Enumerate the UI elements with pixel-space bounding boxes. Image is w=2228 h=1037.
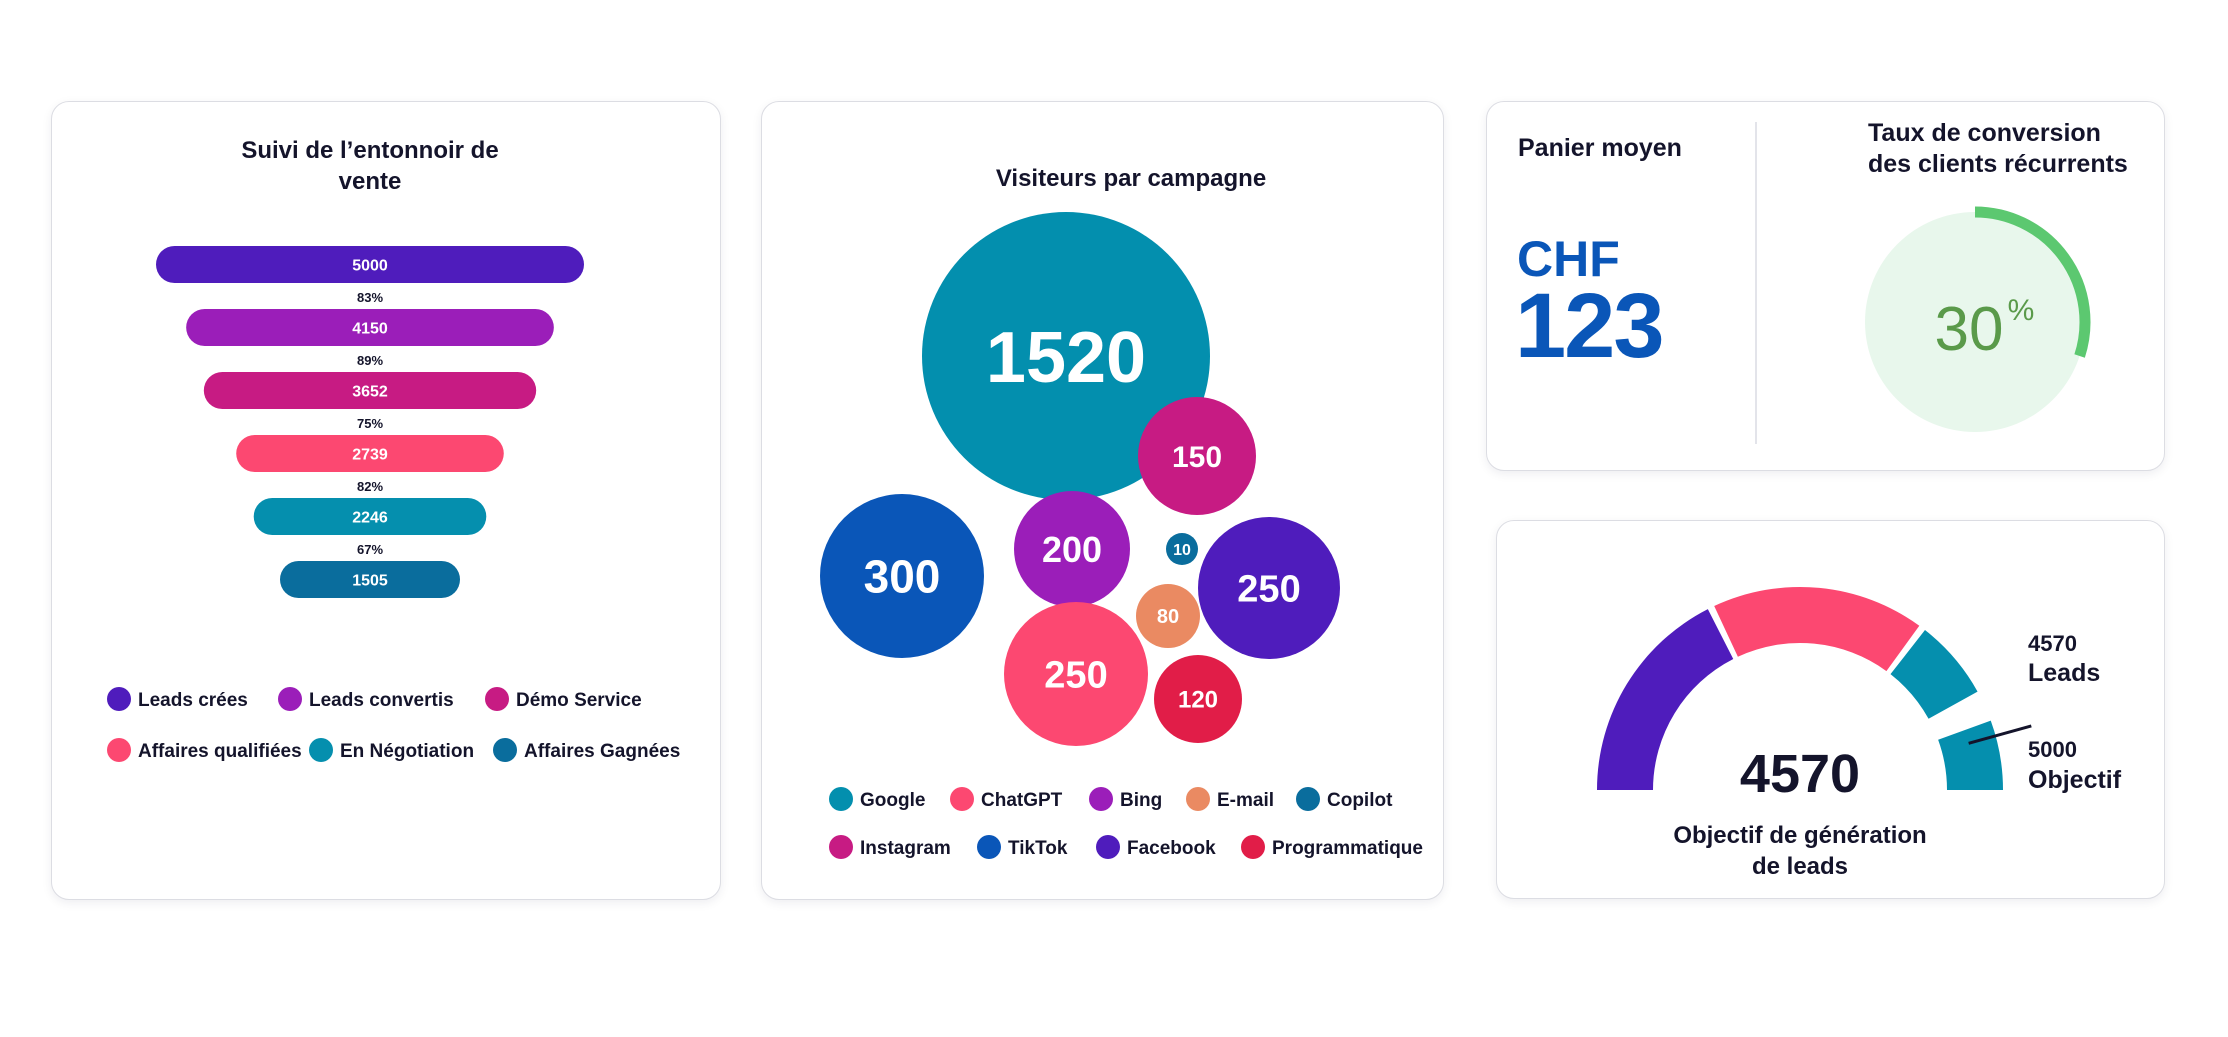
funnel-bar-label: 2739 (352, 447, 388, 464)
funnel-legend-affaires-qualifiees: Affaires qualifiées (138, 741, 302, 762)
funnel-legend-dot (107, 738, 131, 762)
bubble-label-bing: 200 (1042, 529, 1102, 570)
funnel-bar-2 (186, 309, 554, 346)
campaign-title: Visiteurs par campagne (996, 165, 1266, 192)
bubble-programmatique (1154, 655, 1242, 743)
campaign-legend-dot (950, 787, 974, 811)
lead-goal-gauge: 4570 Objectif de génération de leads 457… (1597, 587, 2122, 880)
bubble-label-e-mail: 80 (1157, 606, 1179, 628)
gauge-segment-2 (1714, 587, 1920, 672)
basket-value: 123 (1515, 275, 1664, 377)
bubble-label-chatgpt: 250 (1044, 655, 1107, 697)
gauge-value: 4570 (1740, 744, 1860, 804)
bubble-label-facebook: 250 (1237, 569, 1300, 611)
campaign-card: Visiteurs par campagne 1520 300 200 150 10 25… (761, 101, 1444, 900)
gauge-card: 4570 Objectif de génération de leads 457… (1496, 520, 2165, 899)
funnel-legend-dot (485, 687, 509, 711)
funnel-legend-dot (278, 687, 302, 711)
bubble-chatgpt (1004, 602, 1148, 746)
funnel-bar-6 (280, 561, 460, 598)
funnel-card: Suivi de l’entonnoir de vente 5000 83% 415… (51, 101, 721, 900)
funnel-legend-dot (107, 687, 131, 711)
conversion-value: 30 (1935, 295, 2004, 364)
conversion-title-line2: des clients récurrents (1868, 150, 2128, 178)
funnel-title-line2: vente (339, 168, 402, 195)
campaign-legend-tiktok: TikTok (1008, 838, 1068, 859)
funnel-legend-leads-convertis: Leads convertis (309, 690, 454, 711)
funnel-bar-5 (253, 498, 487, 535)
campaign-legend-dot (1241, 835, 1265, 859)
funnel-bar-3 (203, 372, 537, 409)
funnel-bar-label: 1505 (352, 573, 388, 590)
ring-progress-arc (1974, 206, 2091, 358)
funnel-legend-dot (309, 738, 333, 762)
basket-currency: CHF (1517, 231, 1620, 287)
campaign-bubble-chart: Visiteurs par campagne 1520 300 200 150 10 25… (820, 165, 1423, 859)
bubble-bing (1014, 491, 1130, 607)
bubble-label-programmatique: 120 (1178, 687, 1218, 714)
gauge-segment-3 (1890, 630, 1978, 719)
campaign-legend-facebook: Facebook (1127, 838, 1216, 859)
gauge-segment-4 (1938, 720, 2003, 790)
funnel-bar-label: 3652 (352, 384, 388, 401)
gauge-caption-line1: Objectif de génération (1673, 822, 1926, 849)
bubble-label-google: 1520 (986, 318, 1146, 398)
campaign-legend-dot (1296, 787, 1320, 811)
campaign-legend-chatgpt: ChatGPT (981, 790, 1063, 811)
funnel-legend-affaires-gagnees: Affaires Gagnées (524, 741, 680, 762)
ring-background (1865, 212, 2085, 432)
gauge-target-label: Objectif (2028, 766, 2122, 794)
bubble-copilot (1166, 533, 1198, 565)
gauge-current-value: 4570 (2028, 631, 2077, 656)
campaign-legend-programmatique: Programmatique (1272, 838, 1423, 859)
campaign-legend-e-mail: E-mail (1217, 790, 1274, 811)
funnel-legend-dot (493, 738, 517, 762)
campaign-legend-copilot: Copilot (1327, 790, 1393, 811)
funnel-legend-en-negotiation: En Négotiation (340, 741, 474, 762)
bubble-label-instagram: 150 (1172, 441, 1222, 474)
funnel-conversion-rate: 89% (357, 353, 383, 368)
bubble-google (922, 212, 1210, 500)
gauge-caption-line2: de leads (1752, 853, 1848, 880)
conversion-unit: % (2008, 294, 2035, 327)
bubble-label-copilot: 10 (1173, 542, 1191, 559)
bubble-tiktok (820, 494, 984, 658)
bubble-instagram (1138, 397, 1256, 515)
kpi-card: Panier moyen CHF 123 Taux de conversion … (1486, 101, 2165, 471)
campaign-legend-instagram: Instagram (860, 838, 951, 859)
funnel-bar-4 (236, 435, 504, 472)
gauge-segment-1 (1597, 609, 1734, 790)
campaign-legend-dot (1089, 787, 1113, 811)
funnel-conversion-rate: 75% (357, 416, 383, 431)
bubble-label-tiktok: 300 (864, 551, 941, 603)
funnel-conversion-rate: 67% (357, 542, 383, 557)
funnel-title-line1: Suivi de l’entonnoir de (241, 137, 498, 164)
campaign-legend-dot (977, 835, 1001, 859)
bubble-facebook (1198, 517, 1340, 659)
campaign-legend-bing: Bing (1120, 790, 1162, 811)
basket-title: Panier moyen (1518, 134, 1682, 162)
campaign-legend-dot (829, 835, 853, 859)
funnel-bar-label: 2246 (352, 510, 388, 527)
campaign-legend-google: Google (860, 790, 925, 811)
campaign-legend-dot (1186, 787, 1210, 811)
campaign-legend-dot (829, 787, 853, 811)
gauge-current-label: Leads (2028, 659, 2100, 687)
kpi-divider (1755, 122, 1757, 444)
funnel-legend-leads-crees: Leads crées (138, 690, 248, 711)
gauge-target-value: 5000 (2028, 737, 2077, 762)
funnel-conversion-rate: 82% (357, 479, 383, 494)
funnel-legend-demo-service: Démo Service (516, 690, 642, 711)
funnel-chart: Suivi de l’entonnoir de vente 5000 83% 415… (107, 137, 680, 762)
funnel-conversion-rate: 83% (357, 290, 383, 305)
funnel-bar-1 (156, 246, 584, 283)
conversion-title-line1: Taux de conversion (1868, 119, 2101, 147)
conversion-ring: 30 % (1865, 206, 2091, 432)
funnel-bar-label: 4150 (352, 321, 388, 338)
gauge-needle (1968, 724, 2032, 745)
bubble-e-mail (1136, 584, 1200, 648)
funnel-bar-label: 5000 (352, 258, 388, 275)
campaign-legend-dot (1096, 835, 1120, 859)
